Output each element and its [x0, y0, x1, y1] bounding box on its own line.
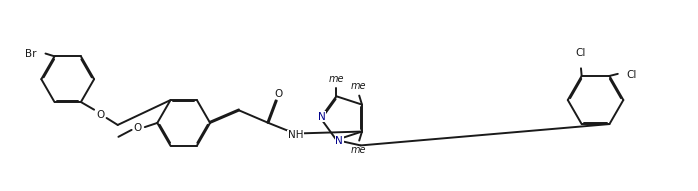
Text: Br: Br [25, 49, 36, 59]
Text: O: O [134, 124, 142, 134]
Text: N: N [335, 136, 343, 146]
Text: NH: NH [288, 130, 303, 140]
Text: O: O [96, 109, 105, 120]
Text: O: O [274, 89, 282, 99]
Text: N: N [318, 112, 326, 122]
Text: Cl: Cl [627, 70, 637, 80]
Text: me: me [351, 145, 366, 155]
Text: me: me [351, 81, 366, 91]
Text: me: me [329, 74, 344, 84]
Text: Cl: Cl [575, 48, 586, 58]
